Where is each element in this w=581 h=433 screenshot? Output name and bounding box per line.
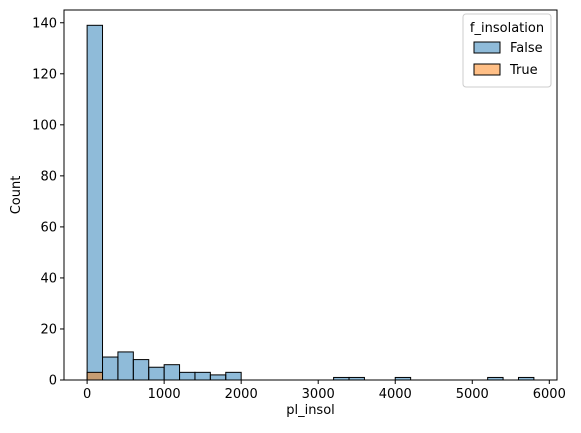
y-tick-label: 120 xyxy=(32,67,57,82)
bar-true-0 xyxy=(86,371,104,381)
legend-label-false: False xyxy=(510,41,543,56)
x-tick-label: 3000 xyxy=(302,387,335,402)
series-true-bars xyxy=(86,371,104,381)
bar-false-6 xyxy=(179,371,196,381)
y-tick-label: 40 xyxy=(40,271,57,286)
y-axis-title: Count xyxy=(9,176,24,215)
legend-swatch-false xyxy=(473,41,501,54)
x-tick-label: 2000 xyxy=(225,387,258,402)
bar-false-9 xyxy=(225,371,242,381)
bar-false-7 xyxy=(194,371,211,381)
legend-label-true: True xyxy=(509,63,538,78)
x-axis-title: pl_insol xyxy=(286,403,335,418)
y-tick-label: 60 xyxy=(40,220,57,235)
x-tick-label: 5000 xyxy=(456,387,489,402)
y-tick-label: 100 xyxy=(32,118,57,133)
x-tick-label: 1000 xyxy=(148,387,181,402)
x-tick-label: 6000 xyxy=(533,387,566,402)
legend: f_insolation False True xyxy=(462,13,552,88)
y-axis: 0 20 40 60 80 100 120 140 xyxy=(32,16,64,389)
legend-title: f_insolation xyxy=(470,21,544,36)
plot-frame xyxy=(63,9,558,381)
y-tick-label: 140 xyxy=(32,16,57,31)
x-tick-label: 4000 xyxy=(379,387,412,402)
bar-false-3 xyxy=(132,359,150,381)
bar-false-1 xyxy=(102,356,119,381)
bar-false-4 xyxy=(148,366,165,381)
bar-false-2 xyxy=(117,351,134,381)
bar-false-8 xyxy=(209,374,227,381)
bar-false-0 xyxy=(86,24,104,381)
legend-swatch-true xyxy=(473,63,501,76)
y-tick-label: 0 xyxy=(49,374,57,389)
y-tick-label: 80 xyxy=(40,169,57,184)
bar-false-5 xyxy=(163,364,181,381)
x-tick-label: 0 xyxy=(83,387,91,402)
x-axis: 0 1000 2000 3000 4000 5000 6000 xyxy=(83,380,566,402)
y-tick-label: 20 xyxy=(40,322,57,337)
